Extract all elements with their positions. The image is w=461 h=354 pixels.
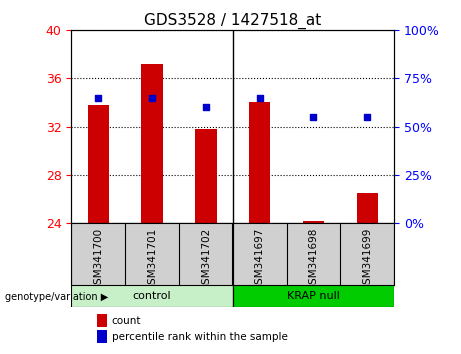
Point	[310, 114, 317, 120]
Bar	[233, 285, 394, 307]
Text: count: count	[112, 316, 141, 326]
Point	[202, 104, 210, 110]
Text: GSM341701: GSM341701	[147, 228, 157, 291]
Text: genotype/variation ▶: genotype/variation ▶	[5, 292, 108, 302]
Bar	[195, 129, 217, 223]
Text: percentile rank within the sample: percentile rank within the sample	[112, 332, 288, 342]
Point	[256, 95, 263, 101]
Bar	[71, 285, 233, 307]
Bar	[356, 193, 378, 223]
Point	[364, 114, 371, 120]
Bar	[71, 285, 233, 307]
Bar	[88, 105, 109, 223]
Point	[95, 95, 102, 101]
Bar	[142, 64, 163, 223]
Bar	[303, 221, 324, 223]
Point	[148, 95, 156, 101]
Text: GSM341698: GSM341698	[308, 228, 319, 291]
Text: GSM341702: GSM341702	[201, 228, 211, 291]
Bar	[249, 102, 271, 223]
Title: GDS3528 / 1427518_at: GDS3528 / 1427518_at	[144, 12, 321, 29]
Bar	[233, 285, 394, 307]
Text: GSM341699: GSM341699	[362, 228, 372, 291]
Text: GSM341700: GSM341700	[93, 228, 103, 291]
Text: KRAP null: KRAP null	[287, 291, 340, 301]
Text: control: control	[133, 291, 171, 301]
Text: GSM341697: GSM341697	[254, 228, 265, 291]
